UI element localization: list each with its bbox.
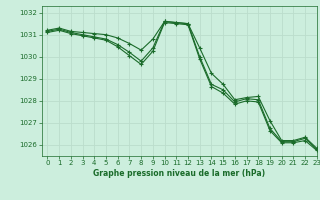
X-axis label: Graphe pression niveau de la mer (hPa): Graphe pression niveau de la mer (hPa) xyxy=(93,169,265,178)
